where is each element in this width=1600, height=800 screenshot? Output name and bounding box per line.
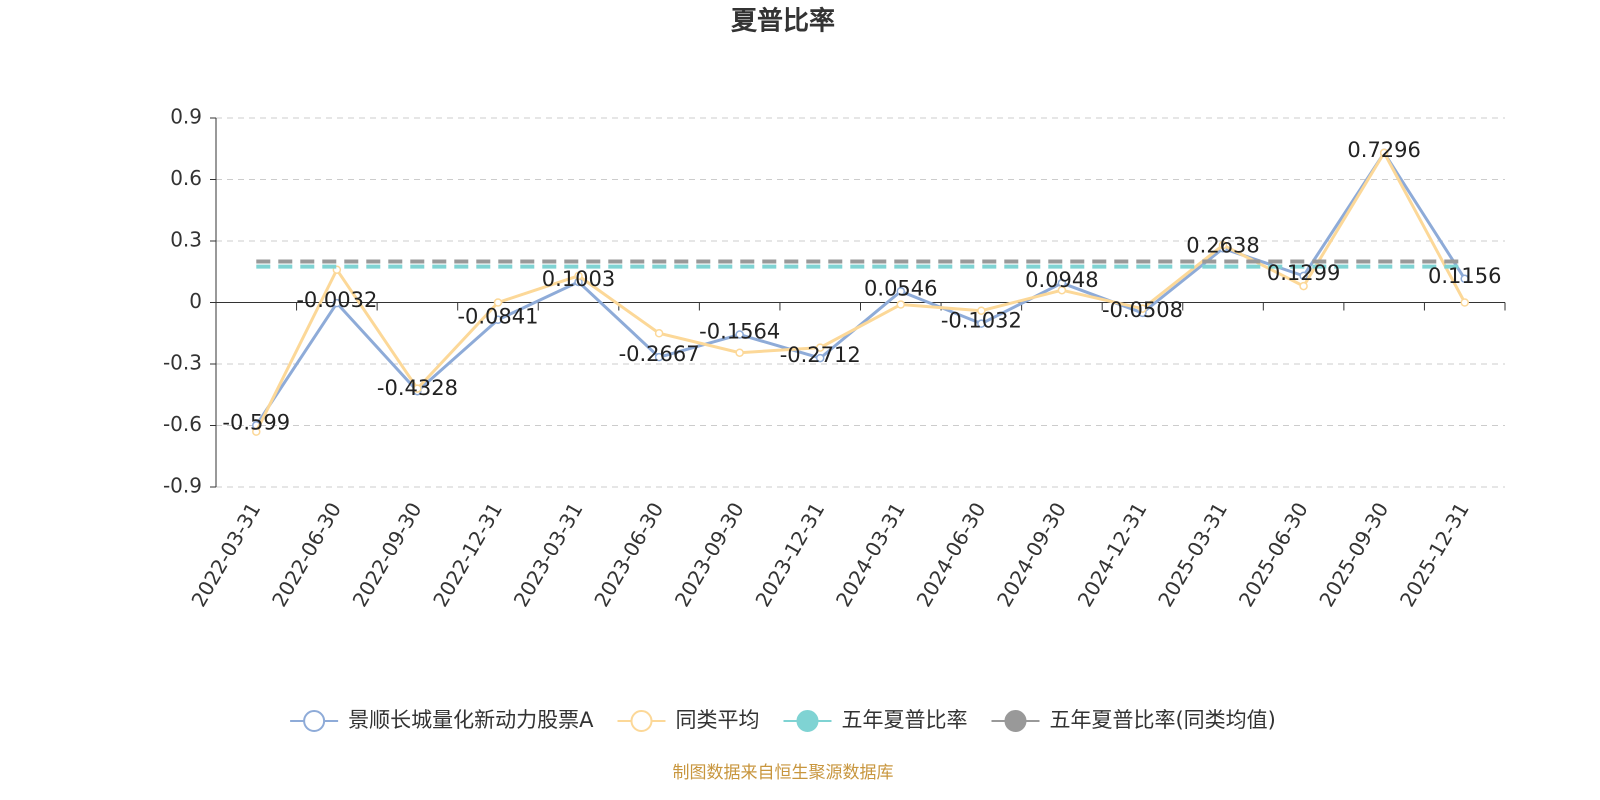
data-label: -0.0032 [296, 288, 377, 312]
x-tick-label: 2025-06-30 [1234, 498, 1313, 611]
point [654, 352, 664, 362]
data-label: 0.0948 [1025, 268, 1098, 292]
point [574, 271, 583, 281]
point [1138, 304, 1147, 313]
point [654, 329, 664, 338]
y-tick-label: 0.9 [170, 105, 202, 129]
point [1299, 281, 1308, 291]
point [815, 353, 825, 363]
data-label: 0.1299 [1267, 261, 1340, 285]
x-tick-label: 2023-06-30 [589, 498, 668, 611]
legend-label: 同类平均 [675, 708, 759, 732]
point [1218, 240, 1228, 250]
x-tick-label: 2025-09-30 [1314, 498, 1393, 611]
y-tick-label: -0.3 [163, 351, 202, 375]
x-tick-label: 2022-12-31 [428, 498, 507, 611]
point [896, 300, 906, 309]
data-label: -0.2667 [619, 342, 700, 366]
point [493, 315, 503, 324]
y-tick-label: -0.6 [163, 412, 202, 436]
x-tick-label: 2024-06-30 [912, 498, 991, 611]
chart-title: 夏普比率 [731, 6, 835, 37]
point [735, 330, 744, 339]
x-tick-label: 2023-03-31 [509, 498, 588, 611]
x-tick-label: 2025-12-31 [1395, 498, 1474, 611]
x-tick-label: 2024-09-30 [992, 498, 1071, 611]
point [896, 287, 906, 296]
x-tick-label: 2022-09-30 [348, 498, 427, 611]
data-label: -0.599 [222, 410, 290, 434]
data-label: -0.0841 [457, 305, 538, 329]
x-tick-label: 2023-09-30 [670, 498, 749, 611]
point [413, 384, 422, 393]
legend-icon [630, 710, 653, 732]
point [1057, 285, 1067, 295]
data-label: -0.0508 [1102, 298, 1183, 322]
data-label: 0.1003 [542, 267, 615, 291]
y-tick-label: -0.9 [163, 474, 202, 498]
point [977, 319, 986, 328]
x-tick-label: 2023-12-31 [750, 498, 829, 611]
legend-label: 五年夏普比率 [841, 708, 967, 732]
x-tick-label: 2022-03-31 [186, 498, 265, 611]
legend-icon [303, 710, 326, 732]
point [735, 348, 744, 357]
legend: 景顺长城量化新动力股票A 同类平均 五年夏普比率 五年夏普比率(同类均值) [290, 708, 1276, 732]
y-tick-label: 0.6 [170, 166, 202, 190]
data-label: 0.7296 [1347, 138, 1420, 162]
point [1299, 271, 1308, 281]
y-tick-label: 0.3 [170, 228, 202, 252]
x-tick-label: 2024-03-31 [831, 498, 910, 611]
point [493, 298, 503, 307]
point [252, 427, 261, 436]
point [332, 298, 342, 308]
x-tick-label: 2022-06-30 [267, 498, 346, 611]
legend-label: 五年夏普比率(同类均值) [1049, 708, 1275, 732]
data-label: -0.2712 [780, 343, 861, 367]
point [977, 306, 986, 315]
x-tick-label: 2025-03-31 [1153, 498, 1232, 611]
point [1460, 298, 1469, 307]
y-tick-label: 0 [189, 289, 202, 313]
data-label: -0.4328 [377, 376, 458, 400]
legend-label: 景顺长城量化新动力股票A [348, 708, 594, 732]
data-label: 0.2638 [1186, 233, 1259, 257]
legend-icon [796, 710, 819, 732]
source-note: 制图数据来自恒生聚源数据库 [673, 763, 894, 783]
x-tick-label: 2024-12-31 [1073, 498, 1152, 611]
data-label: 0.0546 [864, 276, 937, 300]
data-label: -0.1564 [699, 320, 780, 344]
data-label: 0.1156 [1428, 264, 1501, 288]
legend-icon [1004, 710, 1027, 732]
data-label: -0.1032 [941, 309, 1022, 333]
point [1379, 148, 1389, 158]
series-line [254, 149, 1467, 433]
point [815, 343, 825, 352]
point [1460, 274, 1469, 284]
